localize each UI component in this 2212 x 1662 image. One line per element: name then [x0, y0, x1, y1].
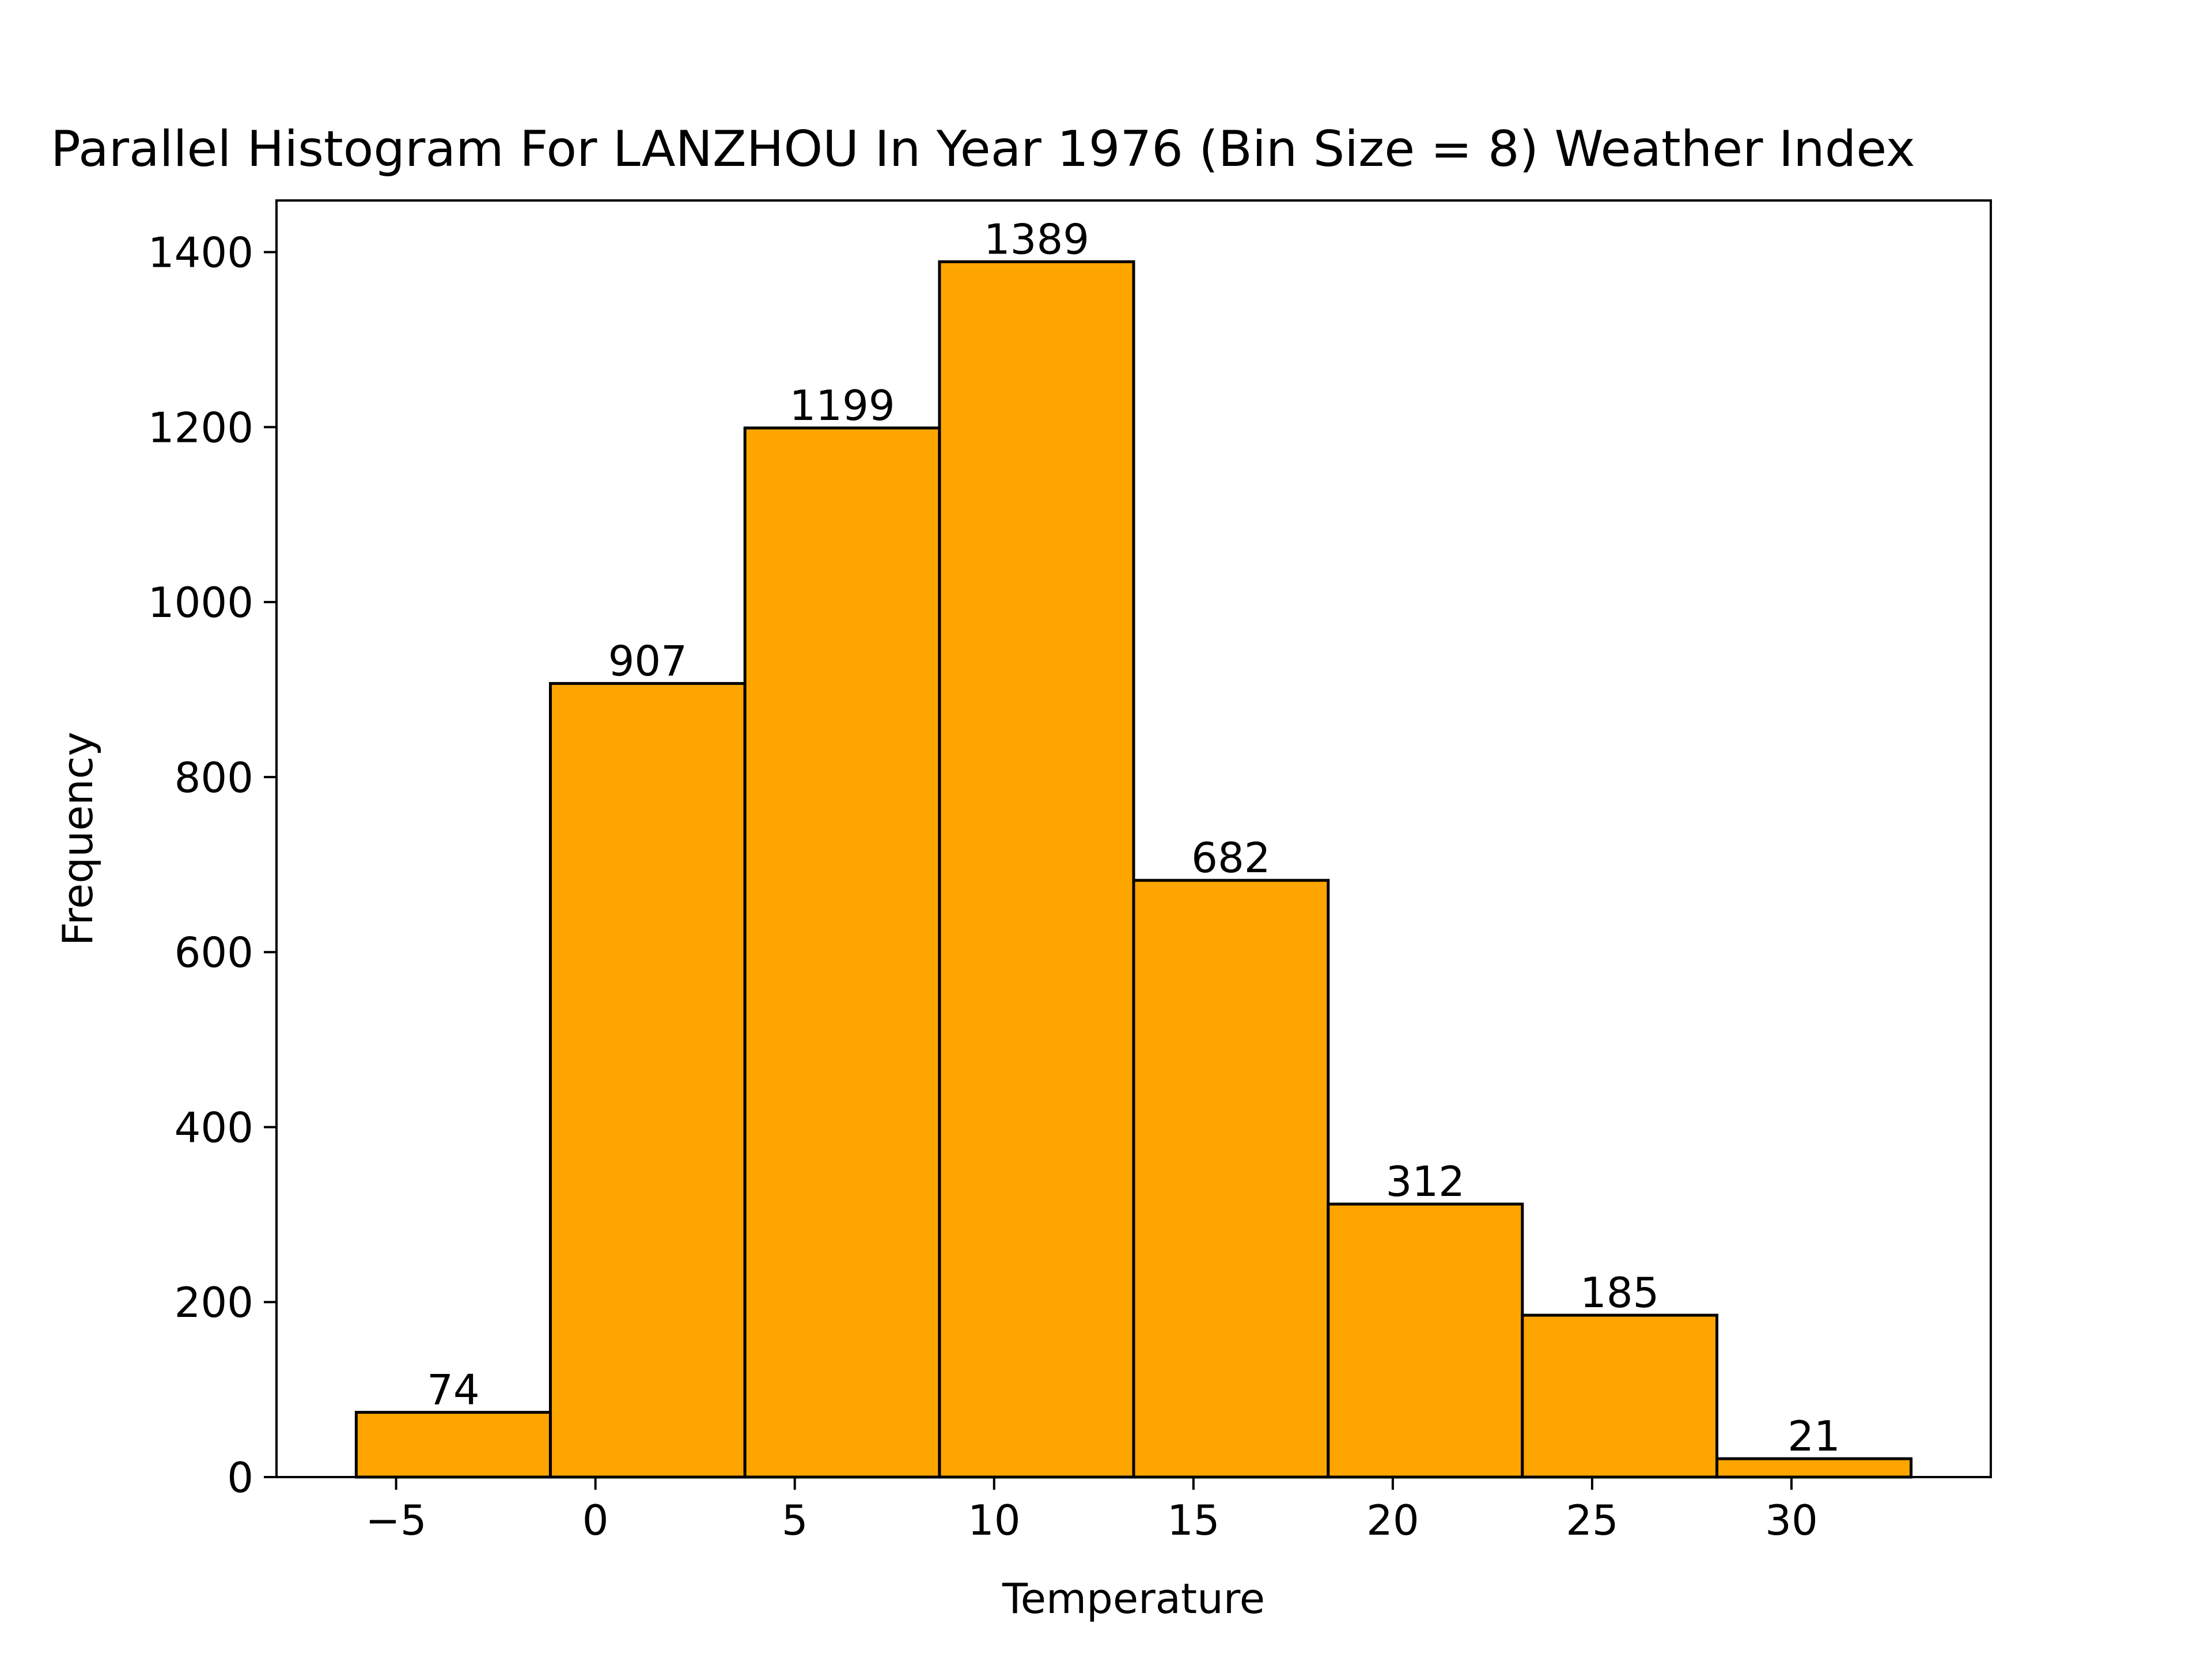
chart-title: Parallel Histogram For LANZHOU In Year 1…: [51, 120, 1915, 178]
bar-value-label: 74: [427, 1366, 480, 1414]
x-tick-label: −5: [366, 1496, 427, 1544]
bar-value-label: 21: [1787, 1412, 1840, 1460]
y-axis: 0 200 400 600 800 1000 1200 1400: [148, 229, 276, 1502]
histogram-bar: [743, 426, 941, 1479]
y-axis-label: Frequency: [54, 732, 102, 946]
bar-value-label: 185: [1580, 1269, 1659, 1317]
bar-value-label: 682: [1191, 834, 1270, 882]
bars-layer: [354, 260, 1913, 1479]
x-tick-label: 25: [1566, 1496, 1619, 1544]
histogram-bar: [548, 682, 747, 1479]
x-axis: −5 0 5 10 15 20 25 30: [366, 1477, 1818, 1544]
bar-value-label: 1199: [789, 381, 895, 430]
x-axis-label: Temperature: [1002, 1574, 1265, 1623]
y-tick-label: 1000: [148, 578, 253, 627]
histogram-bar: [354, 1411, 552, 1479]
y-tick-label: 400: [175, 1103, 253, 1152]
x-tick-label: 0: [582, 1496, 609, 1544]
y-tick-label: 0: [227, 1453, 253, 1502]
bar-value-label: 907: [608, 637, 687, 685]
plot-frame: [275, 199, 1992, 1478]
histogram-bar: [1521, 1313, 1719, 1479]
x-tick-label: 10: [968, 1496, 1021, 1544]
y-tick-label: 1400: [148, 229, 253, 277]
histogram-bar: [1327, 1202, 1524, 1479]
x-tick-label: 15: [1167, 1496, 1220, 1544]
y-tick-label: 600: [175, 929, 253, 977]
y-tick-label: 200: [175, 1278, 253, 1327]
data-labels-layer: 74 907 1199 1389 682 312 185 21: [427, 215, 1840, 1460]
bar-value-label: 312: [1386, 1157, 1465, 1206]
x-tick-label: 30: [1765, 1496, 1818, 1544]
y-tick-label: 800: [175, 754, 253, 802]
histogram-bar: [1715, 1457, 1913, 1479]
histogram-bar: [938, 260, 1135, 1479]
y-tick-label: 1200: [148, 403, 253, 452]
x-tick-label: 5: [782, 1496, 808, 1544]
x-tick-label: 20: [1366, 1496, 1419, 1544]
histogram-bar: [1132, 879, 1330, 1479]
bar-value-label: 1389: [984, 215, 1089, 263]
